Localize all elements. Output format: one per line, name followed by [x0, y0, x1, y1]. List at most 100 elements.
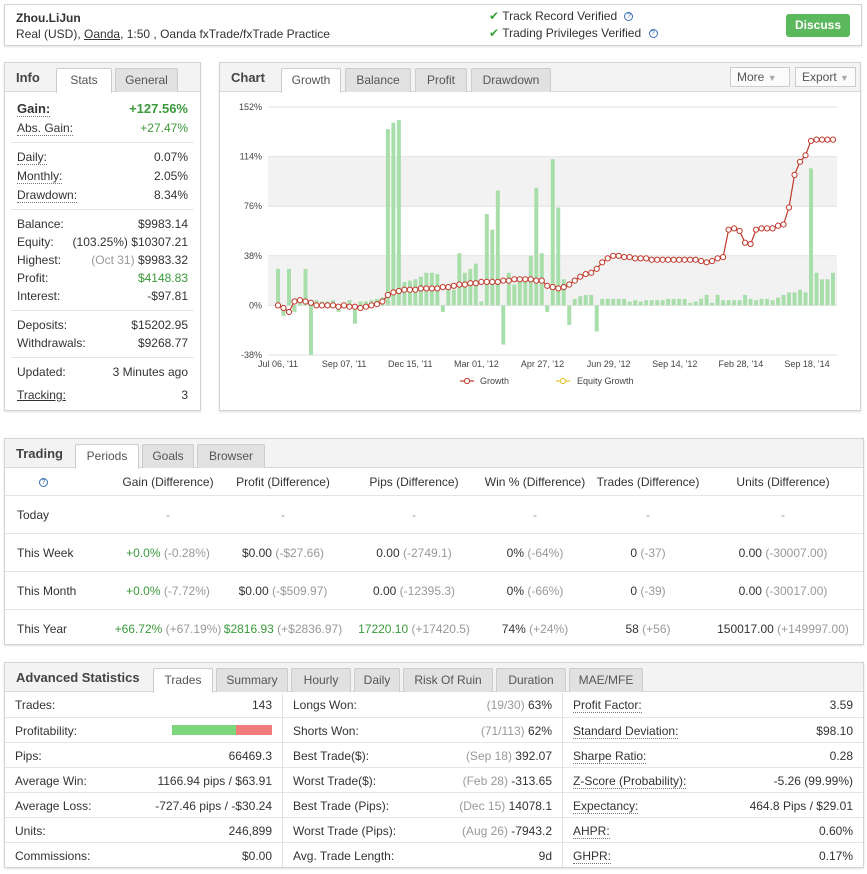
column-header: Gain (Difference)	[122, 475, 214, 489]
tab-duration[interactable]: Duration	[496, 668, 566, 692]
help-icon[interactable]: ?	[624, 12, 634, 22]
stat-value: 66469.3	[229, 749, 272, 763]
tab-hourly[interactable]: Hourly	[291, 668, 351, 692]
growth-point	[351, 303, 359, 310]
stat-value: (Aug 26) -7943.2	[462, 824, 552, 838]
cell-value: -	[533, 508, 537, 522]
stat-label[interactable]: Sharpe Ratio:	[573, 749, 647, 764]
x-tick-label: Dec 15, '11	[388, 359, 433, 369]
drawdown-label[interactable]: Drawdown:	[17, 188, 78, 203]
balance-row: Balance: $9983.14	[5, 217, 200, 235]
growth-point	[522, 276, 529, 283]
dropdown-arrow-icon: ▼	[840, 73, 849, 83]
tab-profit[interactable]: Profit	[415, 68, 467, 92]
growth-chart[interactable]: 152% 114% 76% 38% 0% -38%Jul 06, '11 Sep 07, '…	[220, 93, 860, 411]
tab-drawdown[interactable]: Drawdown	[471, 68, 551, 92]
profit-bar	[462, 272, 467, 306]
stat-value: (19/30) 63%	[487, 698, 552, 712]
growth-point	[291, 298, 298, 305]
stat-value: -727.46 pips / -$30.24	[155, 799, 272, 813]
gain-row: Gain: +127.56%	[5, 101, 200, 119]
growth-point	[698, 257, 705, 265]
export-button[interactable]: Export ▼	[795, 67, 856, 87]
legend-growth-label: Growth	[480, 376, 509, 386]
tab-browser[interactable]: Browser	[197, 444, 265, 468]
verified-track-record: ✔ Track Record Verified ?	[489, 9, 634, 23]
x-tick-label: Sep 18, '14	[784, 359, 829, 369]
profit-value: $4148.83	[137, 271, 188, 285]
tab-balance[interactable]: Balance	[345, 68, 411, 92]
profit-bar	[276, 268, 280, 306]
tab-risk-of-ruin[interactable]: Risk Of Ruin	[403, 668, 493, 692]
tab-trades[interactable]: Trades	[153, 668, 213, 693]
interest-row: Interest: -$97.81	[5, 289, 200, 307]
help-icon[interactable]: ?	[648, 29, 658, 39]
growth-point	[785, 204, 793, 211]
stat-value: 0.28	[830, 749, 853, 763]
profit-bar	[396, 120, 401, 306]
updated-row: Updated: 3 Minutes ago	[5, 365, 200, 383]
stat-label: Units:	[15, 824, 46, 838]
stat-label[interactable]: Profit Factor:	[573, 698, 642, 713]
stat-value-text: 0.17%	[818, 849, 853, 863]
stat-row: Shorts Won: (71/113) 62%	[283, 717, 562, 742]
profit-bar	[754, 300, 759, 306]
growth-point	[340, 302, 348, 309]
tab-periods[interactable]: Periods	[75, 444, 139, 469]
stat-row: Pips: 66469.3	[5, 742, 282, 767]
table-cell: 17220.10 (+17420.5)	[351, 622, 477, 636]
monthly-label[interactable]: Monthly:	[17, 169, 63, 184]
tracking-label[interactable]: Tracking:	[17, 388, 66, 402]
profit-bar	[616, 298, 621, 306]
stat-label[interactable]: AHPR:	[573, 824, 610, 839]
more-button[interactable]: More ▼	[730, 67, 790, 87]
tab-daily[interactable]: Daily	[354, 668, 400, 692]
stat-row: AHPR: 0.60%	[563, 817, 863, 842]
x-tick-label: Mar 01, '12	[454, 359, 499, 369]
gain-label[interactable]: Gain:	[17, 101, 51, 117]
tab-summary[interactable]: Summary	[216, 668, 288, 692]
tab-growth[interactable]: Growth	[281, 68, 341, 93]
growth-point	[758, 225, 765, 232]
profit-bar	[490, 229, 495, 306]
discuss-button[interactable]: Discuss	[786, 14, 850, 37]
x-tick-label: Jul 06, '11	[258, 359, 298, 369]
growth-point	[434, 285, 441, 292]
profit-bar	[699, 298, 704, 306]
equity-value: $10307.21	[131, 235, 188, 249]
tab-goals[interactable]: Goals	[142, 444, 194, 468]
stat-label[interactable]: Standard Deviation:	[573, 724, 679, 739]
tab-general[interactable]: General	[115, 68, 178, 92]
help-icon[interactable]: ?	[39, 478, 48, 488]
profit-bar	[759, 298, 764, 306]
broker-link[interactable]: Oanda	[84, 27, 121, 41]
abs-gain-row: Abs. Gain: +27.47%	[5, 121, 200, 139]
profit-bar	[693, 301, 698, 306]
growth-point	[774, 222, 782, 229]
stat-label[interactable]: Z-Score (Probability):	[573, 774, 687, 789]
stat-value-text: $0.00	[241, 849, 272, 863]
growth-point	[357, 304, 364, 312]
cell-difference: (-$27.66)	[275, 546, 325, 560]
profit-bar	[710, 302, 715, 306]
stat-label: Pips:	[15, 749, 42, 763]
daily-label[interactable]: Daily:	[17, 150, 48, 165]
account-name: Zhou.LiJun	[16, 11, 81, 25]
profit-bar	[655, 300, 660, 306]
stat-row: Sharpe Ratio: 0.28	[563, 742, 863, 767]
tab-mae-mfe[interactable]: MAE/MFE	[569, 668, 643, 692]
abs-gain-label[interactable]: Abs. Gain:	[17, 121, 74, 136]
growth-point	[747, 240, 754, 248]
tab-stats[interactable]: Stats	[56, 68, 112, 93]
stat-row: Average Win: 1166.94 pips / $63.91	[5, 767, 282, 792]
cell-difference: (+149997.00)	[777, 622, 849, 636]
trading-panel: Trading Periods Goals Browser ? Gain (Dif…	[4, 438, 864, 645]
growth-point	[467, 280, 474, 287]
dropdown-arrow-icon: ▼	[767, 73, 777, 83]
growth-point	[637, 255, 644, 262]
profit-label: Profit:	[17, 271, 49, 285]
table-cell: -	[93, 508, 243, 522]
growth-point	[406, 286, 413, 293]
stat-label[interactable]: Expectancy:	[573, 799, 639, 814]
stat-label[interactable]: GHPR:	[573, 849, 612, 864]
